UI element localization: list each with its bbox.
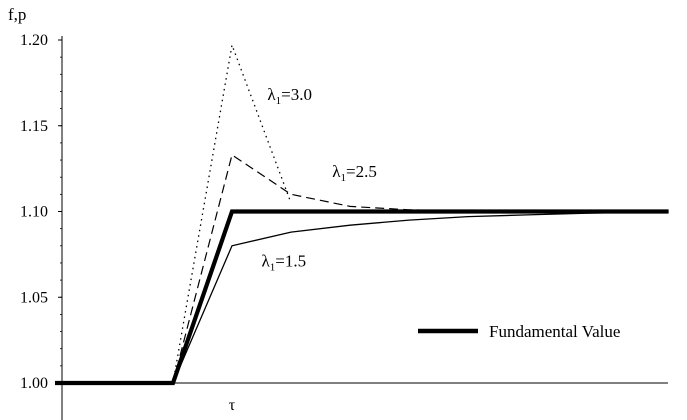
annotation-a25: λ1=2.5 bbox=[332, 162, 377, 184]
y-tick-label: 1.20 bbox=[20, 32, 48, 49]
annotation-a15: λ1=1.5 bbox=[262, 251, 307, 273]
series-line-l15 bbox=[172, 210, 669, 384]
annotation-subscript: 1 bbox=[276, 95, 282, 107]
annotation-base: λ bbox=[262, 251, 271, 270]
legend-label: Fundamental Value bbox=[489, 322, 620, 341]
legend: Fundamental Value bbox=[418, 322, 620, 341]
series-line-l25 bbox=[172, 153, 669, 384]
annotation-value: =3.0 bbox=[281, 85, 312, 104]
y-tick-label: 1.15 bbox=[20, 118, 48, 135]
y-tick-label: 1.00 bbox=[20, 375, 48, 392]
annotations: λ1=3.0λ1=2.5λ1=1.5 bbox=[262, 85, 377, 273]
series bbox=[55, 42, 669, 386]
y-tick-label: 1.05 bbox=[20, 289, 48, 306]
y-ticks: 1.00 1.05 1.10 1.15 1.20 bbox=[20, 32, 62, 392]
annotation-subscript: 1 bbox=[270, 261, 276, 273]
y-tick-label: 1.10 bbox=[20, 204, 48, 221]
annotation-value: =2.5 bbox=[346, 162, 377, 181]
x-ticks: τ bbox=[229, 397, 236, 414]
annotation-subscript: 1 bbox=[341, 172, 347, 184]
annotation-value: =1.5 bbox=[275, 251, 306, 270]
y-axis-label: f,p bbox=[8, 5, 26, 24]
annotation-base: λ bbox=[332, 162, 341, 181]
annotation-base: λ bbox=[267, 85, 276, 104]
annotation-a30: λ1=3.0 bbox=[267, 85, 312, 107]
series-line-fundamental bbox=[55, 209, 669, 386]
x-tick-label: τ bbox=[229, 397, 236, 414]
